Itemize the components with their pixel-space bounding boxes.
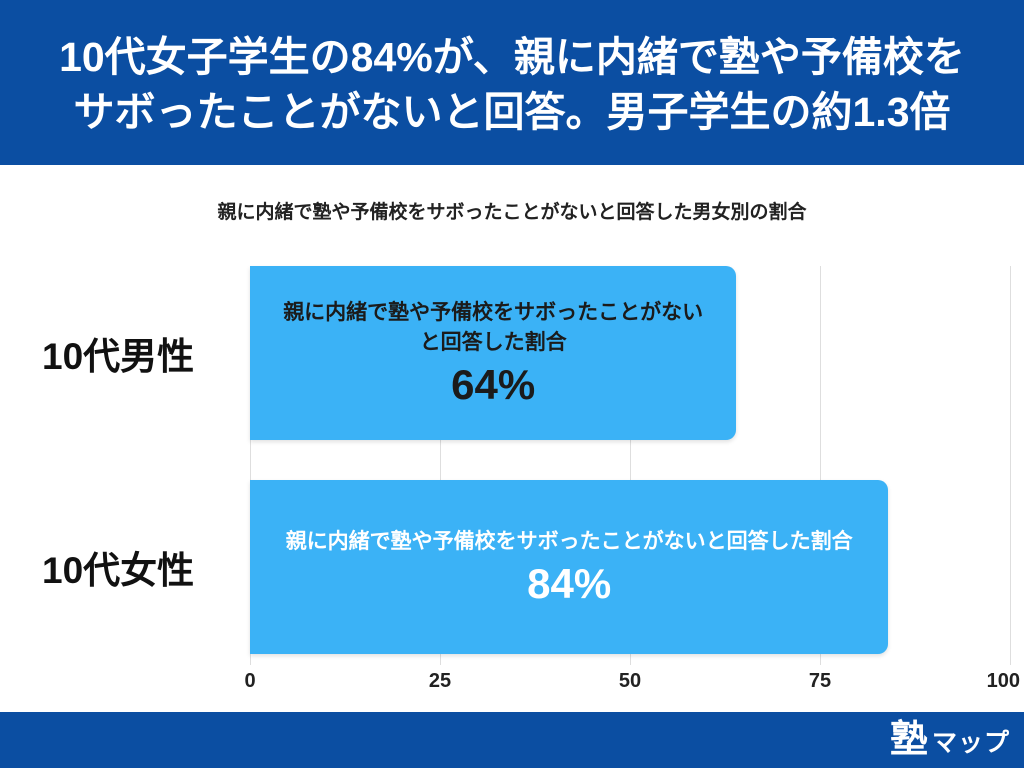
horizontal-bar-chart: 0 25 50 75 100 10代男性 親に内緒で塾や予備校をサボったことがないと回答した…	[0, 250, 1024, 706]
x-tick-label: 75	[808, 670, 832, 692]
x-tick-label: 100	[986, 670, 1020, 692]
category-label: 10代女性	[42, 550, 195, 591]
x-tick-label: 25	[428, 670, 452, 692]
bar-series-label: 親に内緒で塾や予備校をサボったことがないと回答した割合	[285, 529, 853, 553]
data-label: 84%	[527, 559, 612, 607]
brand-logo: 塾 マップ	[890, 712, 1010, 768]
x-tick-label: 50	[618, 670, 642, 692]
x-gridline	[819, 266, 821, 665]
header-banner: 10代女子学生の84%が、親に内緒で塾や予備校を サボったことがないと回答。男子…	[0, 0, 1024, 165]
footer-banner: 塾 マップ	[0, 712, 1024, 768]
logo-kana: マップ	[931, 729, 1010, 757]
category-label: 10代男性	[42, 336, 195, 377]
x-tick-label: 0	[244, 670, 256, 692]
x-gridline	[629, 266, 631, 665]
x-gridline	[439, 266, 441, 665]
bar: 親に内緒で塾や予備校をサボったことがないと回答した割合 84%	[250, 480, 889, 654]
headline-line-2: サボったことがないと回答。男子学生の約1.3倍	[73, 89, 951, 135]
logo-kanji: 塾	[889, 719, 928, 761]
headline-line-1: 10代女子学生の84%が、親に内緒で塾や予備校を	[59, 34, 965, 80]
data-label: 64%	[451, 360, 536, 408]
bar: 親に内緒で塾や予備校をサボったことがないと回答した割合 64%	[250, 266, 737, 440]
x-gridline	[249, 266, 251, 665]
chart-title: 親に内緒で塾や予備校をサボったことがないと回答した男女別の割合	[217, 202, 807, 223]
bar-series-label: 親に内緒で塾や予備校をサボったことがないと回答した割合	[283, 300, 704, 354]
x-gridline	[1009, 266, 1011, 665]
